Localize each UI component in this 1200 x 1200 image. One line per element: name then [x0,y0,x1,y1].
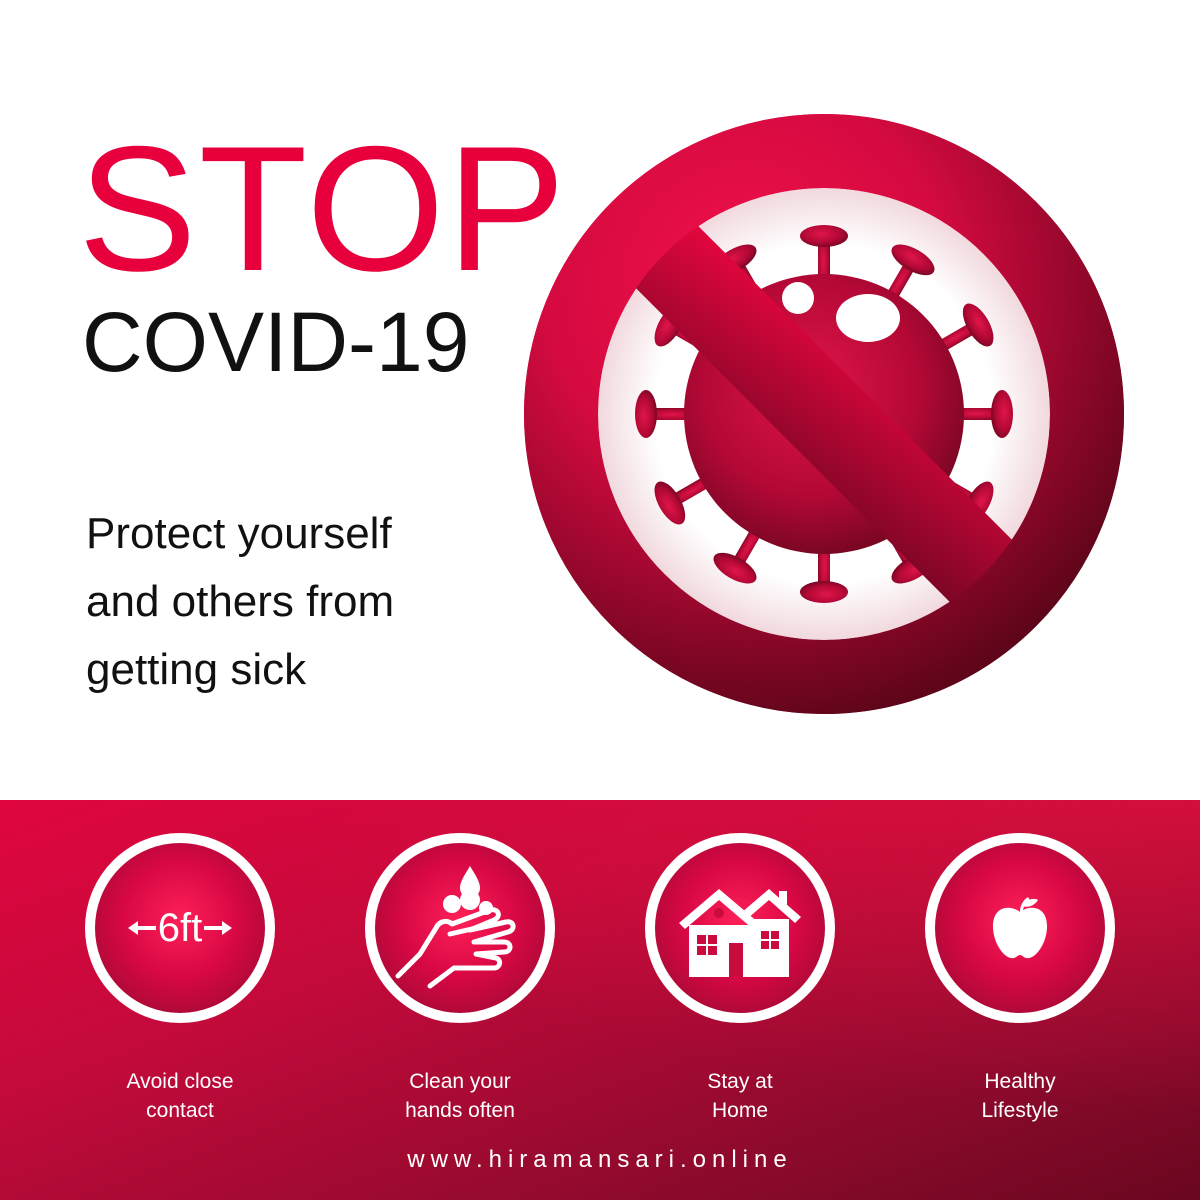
tip-stay-home: Stay at Home [640,833,840,1125]
tagline: Protect yourself and others from getting… [86,500,506,704]
tip-avoid-contact: 6ft Avoid close contact [80,833,280,1125]
tip-label: Avoid close contact [80,1067,280,1125]
tip-label-line: Healthy [984,1070,1056,1093]
tip-healthy-lifestyle: Healthy Lifestyle [920,833,1120,1125]
tip-label-line: contact [146,1099,214,1122]
tip-clean-hands: Clean your hands often [360,833,560,1125]
washing-hands-icon [395,866,516,989]
tips-banner: 6ft Avoid close contact Clean your hands… [0,800,1200,1200]
tip-badge [645,833,835,1023]
website-url: www.hiramansari.online [407,1146,793,1173]
tagline-line: Protect yourself [86,509,392,558]
house-icon [679,889,801,977]
tip-badge [365,833,555,1023]
tip-label-line: Home [711,1099,769,1122]
tip-label-line: Avoid close [126,1070,234,1093]
stop-heading: STOP [78,109,568,308]
covid-heading: COVID-19 [82,295,470,389]
distance-label: 6ft [157,905,203,950]
tip-label-line: Clean your [409,1070,511,1093]
arrow-right-icon [204,921,233,935]
tip-label-line: hands often [405,1099,515,1122]
tip-label: Clean your hands often [360,1067,560,1125]
tagline-line: getting sick [86,645,307,694]
tagline-line: and others from [86,577,395,626]
no-virus-icon [524,114,1124,714]
tip-label: Healthy Lifestyle [920,1067,1120,1125]
tip-label: Stay at Home [640,1067,840,1125]
tip-badge: 6ft [85,833,275,1023]
arrow-left-icon [127,921,156,935]
apple-icon [992,897,1048,959]
poster-top-section: STOP COVID-19 Protect yourself and other… [78,109,1124,714]
tip-badge [925,833,1115,1023]
distance-6ft-icon: 6ft [127,905,233,951]
tip-label-line: Stay at [707,1070,773,1093]
tip-label-line: Lifestyle [981,1099,1059,1122]
